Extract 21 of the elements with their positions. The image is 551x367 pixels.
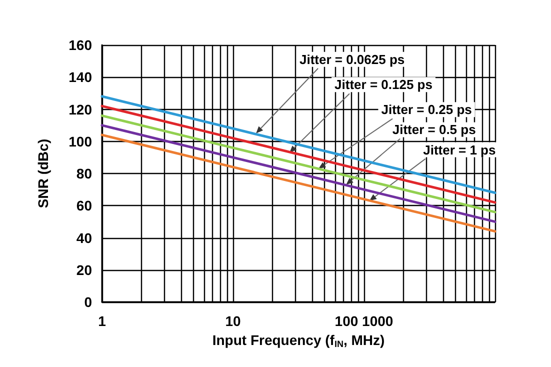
x-tick-label: 1 [98,313,106,329]
y-tick-label: 60 [76,198,92,214]
line-series [100,124,496,223]
y-tick-label: 120 [68,101,92,118]
y-tick-label: 40 [76,230,92,246]
x-tick-label: 100 1000 [334,313,394,329]
annotation: Jitter = 0.0625 ps [299,52,405,67]
y-tick-label: 100 [68,133,92,150]
y-tick-label: 20 [76,262,92,278]
y-tick-label: 80 [76,166,92,182]
line-series [100,95,496,194]
annotation: Jitter = 1 ps [423,142,496,158]
annotation: Jitter = 0.125 ps [334,77,432,92]
x-tick-label: 10 [225,313,241,329]
y-tick-label: 0 [84,294,92,310]
line-series [100,104,496,204]
y-tick-label: 140 [68,69,92,86]
annotation: Jitter = 0.25 ps [381,102,472,118]
annotation: Jitter = 0.5 ps [392,122,476,138]
y-tick-label: 160 [68,37,92,53]
y-axis-title: SNR (dBc) [35,138,51,208]
